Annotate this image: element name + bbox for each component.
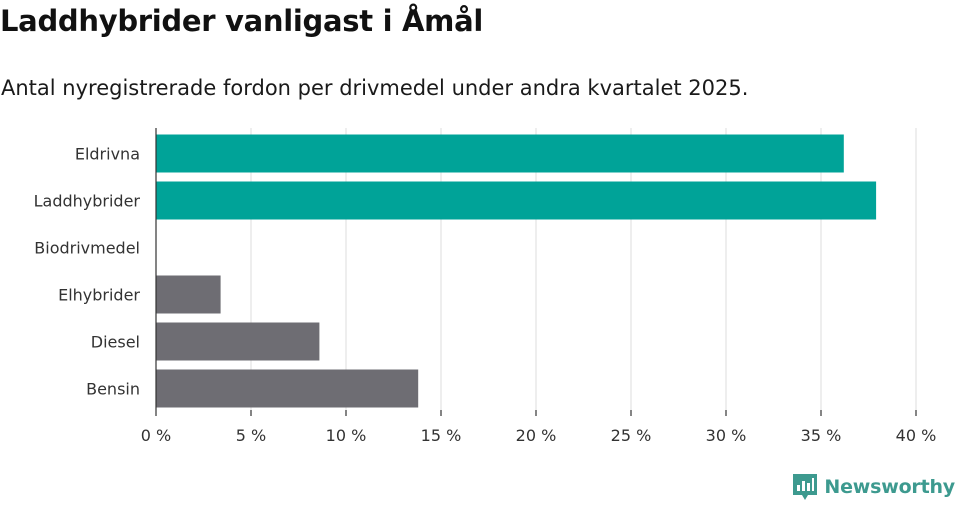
bar-chart: 0 % 5 % 10 % 15 % 20 % 25 % 30 % 35 % 40 % Eldri… — [34, 128, 937, 445]
bars — [156, 134, 877, 408]
category-label: Eldrivna — [75, 145, 140, 164]
category-label: Biodrivmedel — [34, 239, 140, 258]
x-tick-label: 5 % — [236, 426, 266, 445]
category-label: Bensin — [86, 380, 140, 399]
x-tick-label: 15 % — [421, 426, 462, 445]
x-tick-label: 40 % — [896, 426, 937, 445]
brand-name: Newsworthy — [824, 476, 955, 498]
bar-diesel — [156, 322, 320, 361]
newsworthy-logo-icon — [793, 474, 818, 500]
x-axis: 0 % 5 % 10 % 15 % 20 % 25 % 30 % 35 % 40 % — [141, 128, 937, 445]
x-tick-label: 35 % — [801, 426, 842, 445]
x-tick-label: 10 % — [326, 426, 367, 445]
x-tick-label: 30 % — [706, 426, 747, 445]
gridlines — [250, 128, 917, 410]
bar-elhybrider — [156, 275, 221, 314]
x-tick-label: 20 % — [516, 426, 557, 445]
x-tick-label: 25 % — [611, 426, 652, 445]
x-tick-label: 0 % — [141, 426, 171, 445]
bar-laddhybrider — [156, 181, 877, 220]
category-labels: Eldrivna Laddhybrider Biodrivmedel Elhybrid… — [34, 145, 141, 399]
bar-eldrivna — [156, 134, 844, 173]
chart-title: Laddhybrider vanligast i Åmål — [0, 4, 483, 38]
chart-subtitle: Antal nyregistrerade fordon per drivmede… — [1, 76, 749, 100]
category-label: Laddhybrider — [34, 192, 141, 211]
bar-bensin — [156, 369, 419, 408]
newsworthy-brand: Newsworthy — [792, 473, 955, 501]
category-label: Diesel — [91, 333, 140, 352]
category-label: Elhybrider — [58, 286, 140, 305]
